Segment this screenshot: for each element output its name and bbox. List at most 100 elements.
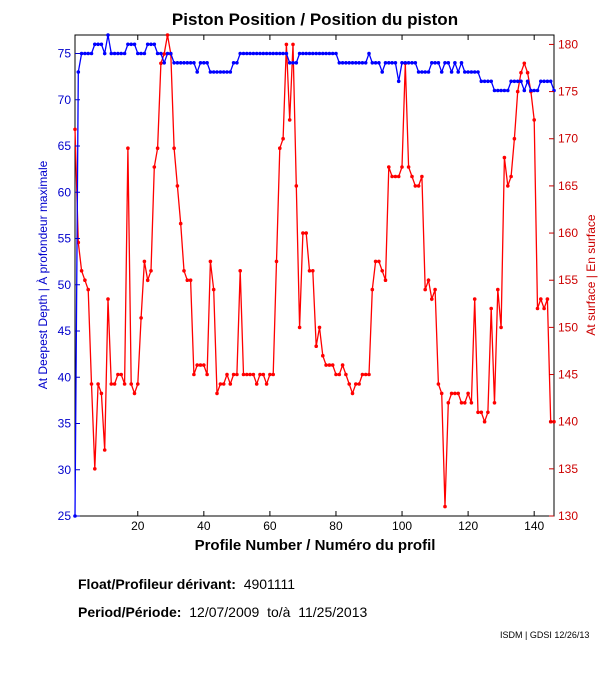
surface-point bbox=[459, 401, 464, 405]
deepest-point bbox=[231, 61, 236, 65]
deepest-point bbox=[430, 61, 434, 65]
surface-point bbox=[317, 325, 322, 330]
deepest-point bbox=[132, 42, 137, 47]
surface-point bbox=[383, 278, 388, 283]
deepest-point bbox=[367, 51, 371, 56]
surface-point bbox=[159, 61, 163, 66]
surface-point bbox=[149, 269, 153, 273]
surface-point bbox=[73, 127, 77, 132]
credit-label: ISDM | GDSI 12/26/13 bbox=[500, 630, 590, 640]
surface-point bbox=[519, 70, 523, 75]
deepest-point bbox=[515, 79, 520, 84]
deepest-point bbox=[327, 51, 332, 56]
deepest-point bbox=[446, 61, 451, 65]
deepest-point bbox=[245, 51, 249, 56]
deepest-point bbox=[109, 51, 114, 56]
deepest-point bbox=[403, 61, 408, 65]
deepest-point bbox=[406, 61, 411, 65]
surface-point bbox=[426, 278, 431, 283]
deepest-point bbox=[294, 61, 299, 65]
surface-point bbox=[390, 174, 394, 179]
deepest-point bbox=[136, 51, 140, 56]
x-tick-label: 80 bbox=[329, 519, 343, 533]
surface-point bbox=[486, 410, 490, 415]
surface-point bbox=[539, 297, 543, 301]
deepest-point bbox=[347, 61, 352, 65]
deepest-point bbox=[284, 51, 289, 56]
surface-point bbox=[231, 372, 236, 377]
surface-point bbox=[195, 363, 199, 367]
period-info: Period/Période: 12/07/2009 to/à 11/25/20… bbox=[78, 604, 367, 620]
surface-point bbox=[334, 372, 338, 377]
deepest-point bbox=[492, 88, 497, 93]
float-value: 4901111 bbox=[243, 576, 296, 592]
surface-point bbox=[522, 61, 527, 66]
surface-point bbox=[400, 165, 404, 169]
deepest-point bbox=[469, 70, 474, 74]
deepest-point bbox=[512, 79, 517, 84]
deepest-point bbox=[238, 51, 242, 56]
left-tick-label: 25 bbox=[58, 509, 72, 523]
surface-point bbox=[347, 382, 352, 386]
deepest-point bbox=[155, 51, 160, 56]
deepest-point bbox=[383, 61, 388, 65]
surface-point bbox=[515, 89, 520, 94]
surface-point bbox=[324, 363, 328, 367]
deepest-point bbox=[420, 70, 424, 74]
surface-point bbox=[327, 363, 332, 367]
surface-point bbox=[416, 184, 421, 188]
deepest-point bbox=[350, 61, 355, 65]
left-tick-label: 70 bbox=[58, 93, 72, 107]
x-tick-label: 100 bbox=[392, 519, 412, 533]
surface-point bbox=[261, 372, 266, 377]
surface-point bbox=[532, 118, 536, 122]
surface-point bbox=[155, 146, 160, 150]
surface-point bbox=[509, 174, 513, 179]
surface-point bbox=[106, 297, 110, 301]
left-tick-label: 60 bbox=[58, 185, 72, 199]
deepest-point bbox=[93, 42, 97, 47]
deepest-point bbox=[542, 79, 546, 84]
surface-point bbox=[162, 52, 166, 56]
surface-point bbox=[489, 306, 494, 311]
surface-point bbox=[344, 372, 348, 377]
deepest-point bbox=[340, 61, 345, 65]
surface-point bbox=[436, 382, 441, 386]
deepest-point bbox=[202, 61, 206, 65]
deepest-point bbox=[142, 51, 147, 56]
right-tick-label: 135 bbox=[558, 462, 578, 476]
surface-point bbox=[492, 401, 497, 405]
surface-point bbox=[221, 382, 226, 386]
deepest-point bbox=[413, 61, 418, 65]
deepest-point bbox=[225, 70, 229, 74]
surface-point bbox=[188, 278, 193, 283]
surface-point bbox=[119, 372, 123, 377]
deepest-point bbox=[314, 51, 319, 56]
surface-point bbox=[410, 174, 414, 179]
deepest-point bbox=[208, 70, 213, 74]
deepest-point bbox=[499, 88, 503, 93]
deepest-point bbox=[439, 70, 444, 74]
surface-point bbox=[165, 33, 170, 37]
deepest-point bbox=[330, 51, 335, 56]
left-y-axis: 25 30 35 40 45 50 55 60 65 70 75 bbox=[58, 47, 80, 523]
surface-point bbox=[307, 269, 312, 273]
surface-point bbox=[291, 42, 295, 47]
x-axis-label: Profile Number / Numéro du profil bbox=[195, 537, 436, 554]
surface-point bbox=[430, 297, 434, 301]
deepest-point bbox=[291, 61, 295, 65]
surface-point bbox=[367, 372, 371, 377]
surface-point bbox=[472, 297, 477, 301]
surface-point bbox=[254, 382, 259, 386]
deepest-point bbox=[509, 79, 513, 84]
surface-point bbox=[387, 165, 391, 169]
deepest-point bbox=[205, 61, 209, 65]
deepest-point bbox=[535, 88, 540, 93]
deepest-point bbox=[89, 51, 94, 56]
deepest-point bbox=[482, 79, 487, 84]
deepest-point bbox=[235, 61, 239, 65]
deepest-point bbox=[287, 61, 292, 65]
deepest-point bbox=[387, 61, 391, 65]
surface-point bbox=[525, 70, 530, 75]
surface-point bbox=[251, 372, 256, 377]
